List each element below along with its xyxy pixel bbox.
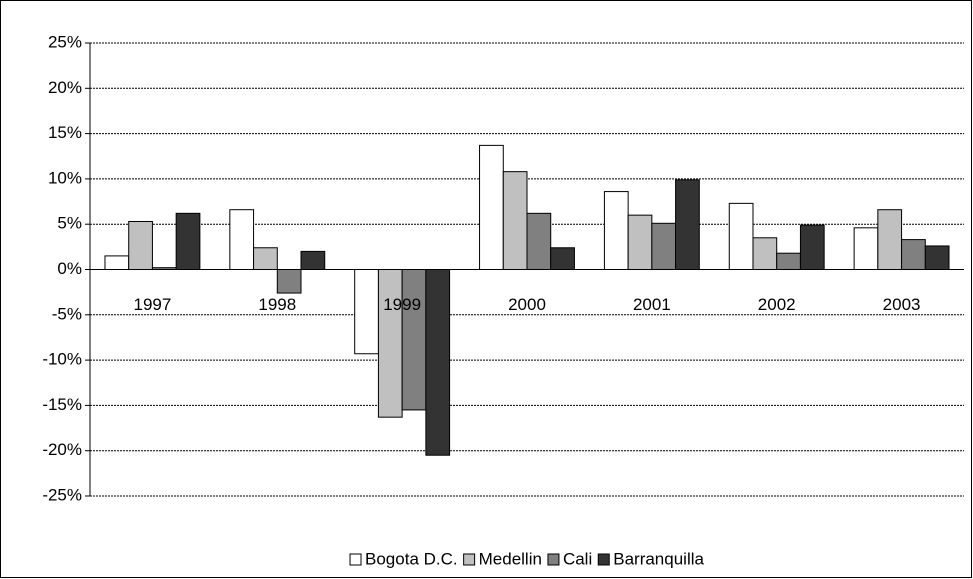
x-tick-label: 2003 — [883, 295, 921, 314]
y-tick-label: -10% — [42, 350, 82, 369]
x-tick-label: 2002 — [758, 295, 796, 314]
bar — [502, 171, 528, 270]
y-tick-label: -15% — [42, 395, 82, 414]
x-tick-label: 1999 — [383, 295, 421, 314]
bar — [675, 179, 700, 270]
bar — [377, 269, 403, 418]
x-tick-label: 2001 — [633, 295, 671, 314]
bar — [104, 255, 130, 271]
bar — [603, 191, 629, 270]
x-tick-label: 2000 — [508, 295, 546, 314]
bar — [728, 202, 754, 270]
bar — [901, 239, 926, 271]
y-tick-label: 15% — [48, 123, 82, 142]
bar — [300, 250, 326, 271]
bar — [651, 222, 677, 271]
y-tick-label: 0% — [57, 259, 82, 278]
y-tick-label: 10% — [48, 168, 82, 187]
bar — [776, 252, 801, 271]
x-tick-label: 1998 — [258, 295, 296, 314]
bar — [799, 224, 825, 271]
bar — [229, 209, 255, 270]
y-tick-label: -5% — [52, 304, 82, 323]
legend-label: Cali — [563, 549, 592, 568]
bar — [128, 220, 153, 270]
y-tick-label: 5% — [57, 214, 82, 233]
bar — [425, 269, 451, 456]
y-tick-label: 25% — [48, 32, 82, 51]
legend-swatch — [349, 553, 362, 566]
y-tick-label: -25% — [42, 485, 82, 504]
legend-label: Bogota D.C. — [365, 549, 458, 568]
bar — [479, 144, 504, 271]
bar — [853, 227, 879, 271]
bar — [752, 237, 778, 270]
bar — [924, 245, 950, 270]
x-tick-label: 1997 — [134, 295, 172, 314]
legend-label: Barranquilla — [613, 549, 704, 568]
legend-label: Medellin — [479, 549, 542, 568]
bar — [877, 209, 903, 270]
bar — [276, 269, 302, 294]
legend-swatch — [547, 553, 560, 566]
bar — [550, 247, 575, 270]
bar — [175, 212, 201, 271]
bar — [627, 214, 653, 270]
legend-swatch — [597, 553, 610, 566]
bar — [401, 269, 427, 411]
bar — [354, 269, 379, 355]
y-tick-label: 20% — [48, 78, 82, 97]
bar — [526, 212, 552, 271]
y-tick-label: -20% — [42, 440, 82, 459]
legend-swatch — [463, 553, 476, 566]
bar — [253, 247, 278, 270]
